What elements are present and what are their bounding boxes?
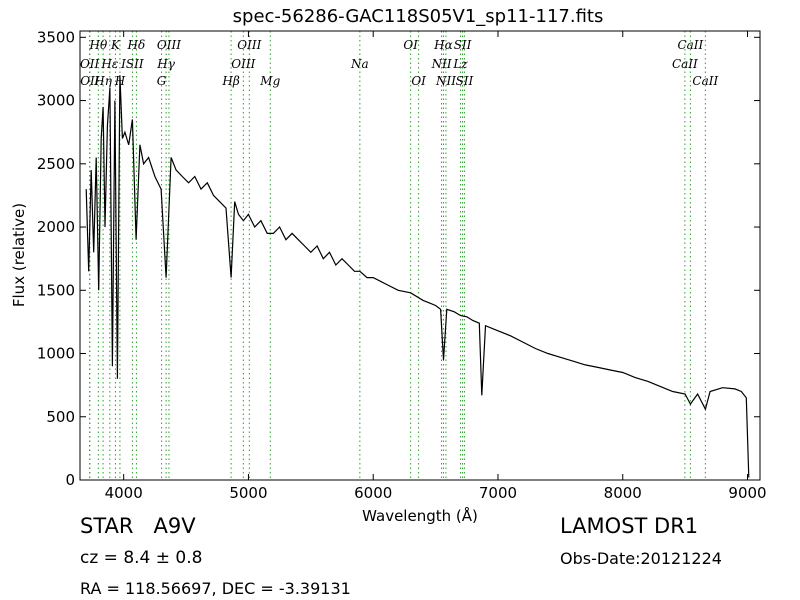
y-tick-label-0: 0 bbox=[65, 471, 75, 489]
marker-label-7: SII bbox=[454, 38, 472, 52]
marker-label-10: Hε bbox=[100, 57, 118, 71]
emission-line-markers bbox=[89, 31, 706, 480]
marker-label-16: CaII bbox=[672, 57, 698, 71]
marker-label-25: SII bbox=[456, 74, 474, 88]
subclass-text: A9V bbox=[153, 514, 196, 538]
marker-label-14: Na bbox=[350, 57, 369, 71]
marker-label-4: OIII bbox=[237, 38, 261, 52]
y-tick-label-6: 3000 bbox=[37, 92, 75, 110]
marker-label-12: Hγ bbox=[156, 57, 175, 71]
marker-label-8: CaII bbox=[677, 38, 703, 52]
marker-label-17: OII bbox=[80, 74, 100, 88]
marker-label-18: Hη bbox=[93, 74, 112, 88]
marker-label-15: NII bbox=[431, 57, 452, 71]
y-tick-label-5: 2500 bbox=[37, 155, 75, 173]
object-class: STAR A9V bbox=[80, 514, 196, 538]
obs-date: Obs-Date:20121224 bbox=[560, 549, 722, 568]
marker-label-13: OIII bbox=[231, 57, 255, 71]
redshift-text: cz = 8.4 ± 0.8 bbox=[80, 548, 203, 568]
y-tick-label-4: 2000 bbox=[37, 218, 75, 236]
marker-label-26: CaII bbox=[692, 74, 718, 88]
marker-label-11: ISII bbox=[120, 57, 144, 71]
survey-name: LAMOST DR1 bbox=[560, 514, 699, 538]
y-tick-label-3: 1500 bbox=[37, 281, 75, 299]
y-tick-label-7: 3500 bbox=[37, 28, 75, 46]
marker-label-3: OIII bbox=[157, 38, 181, 52]
x-axis-label: Wavelength (Å) bbox=[362, 506, 478, 525]
x-tick-label-5: 9000 bbox=[728, 484, 766, 502]
marker-label-6: Hα bbox=[433, 38, 453, 52]
marker-label-0: Hθ bbox=[88, 38, 107, 52]
x-tick-label-3: 7000 bbox=[479, 484, 517, 502]
marker-label-2: Hδ bbox=[127, 38, 146, 52]
marker-label-5: OI bbox=[403, 38, 418, 52]
x-tick-label-1: 5000 bbox=[229, 484, 267, 502]
coordinates: RA = 118.56697, DEC = -3.39131 bbox=[80, 579, 351, 598]
marker-label-20: G bbox=[157, 74, 167, 88]
marker-label-1: K bbox=[110, 38, 121, 52]
y-axis-label: Flux (relative) bbox=[10, 203, 28, 307]
plot-frame bbox=[79, 30, 761, 481]
object-class-text: STAR bbox=[80, 514, 134, 538]
marker-label-9: OII bbox=[80, 57, 100, 71]
marker-label-22: Mg bbox=[259, 74, 280, 88]
y-tick-label-2: 1000 bbox=[37, 345, 75, 363]
spectrum-line bbox=[85, 75, 750, 478]
marker-label-27: Lz bbox=[452, 57, 468, 71]
marker-label-24: NII bbox=[435, 74, 456, 88]
x-tick-label-0: 4000 bbox=[105, 484, 143, 502]
marker-label-21: Hβ bbox=[221, 74, 239, 88]
y-tick-label-1: 500 bbox=[46, 408, 75, 426]
y-axis-ticks: 0 500 1000 1500 2000 2500 3000 3500 bbox=[37, 28, 760, 489]
x-tick-label-2: 6000 bbox=[354, 484, 392, 502]
x-axis-ticks: 4000 5000 6000 7000 8000 9000 bbox=[105, 31, 767, 502]
chart-title: spec-56286-GAC118S05V1_sp11-117.fits bbox=[233, 6, 604, 27]
x-tick-label-4: 8000 bbox=[604, 484, 642, 502]
marker-label-23: OI bbox=[411, 74, 426, 88]
